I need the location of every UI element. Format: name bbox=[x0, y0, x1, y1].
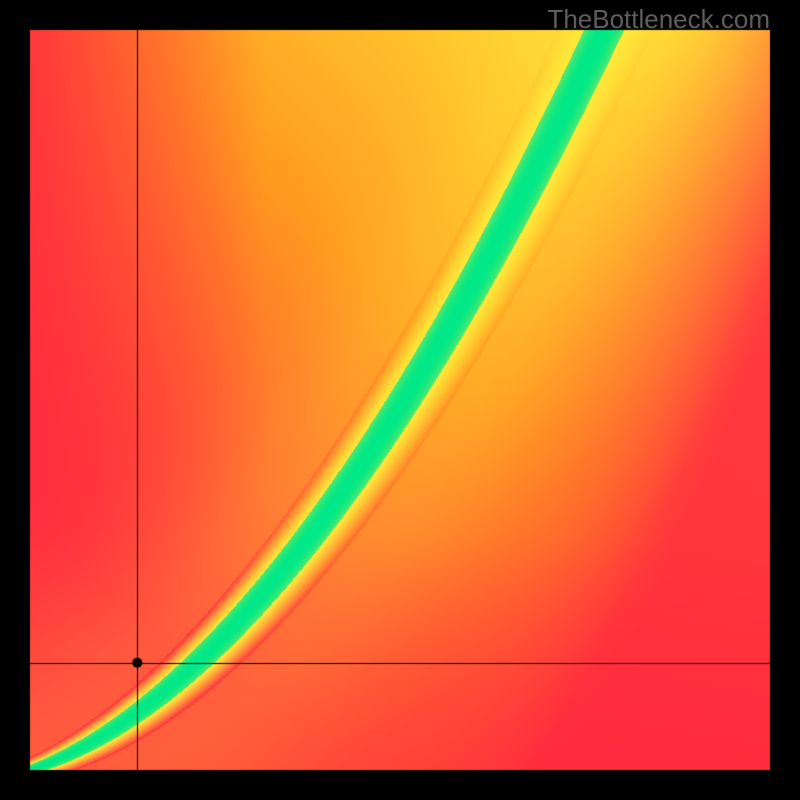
bottleneck-heatmap bbox=[0, 0, 800, 800]
watermark-text: TheBottleneck.com bbox=[547, 4, 770, 35]
chart-container: TheBottleneck.com bbox=[0, 0, 800, 800]
